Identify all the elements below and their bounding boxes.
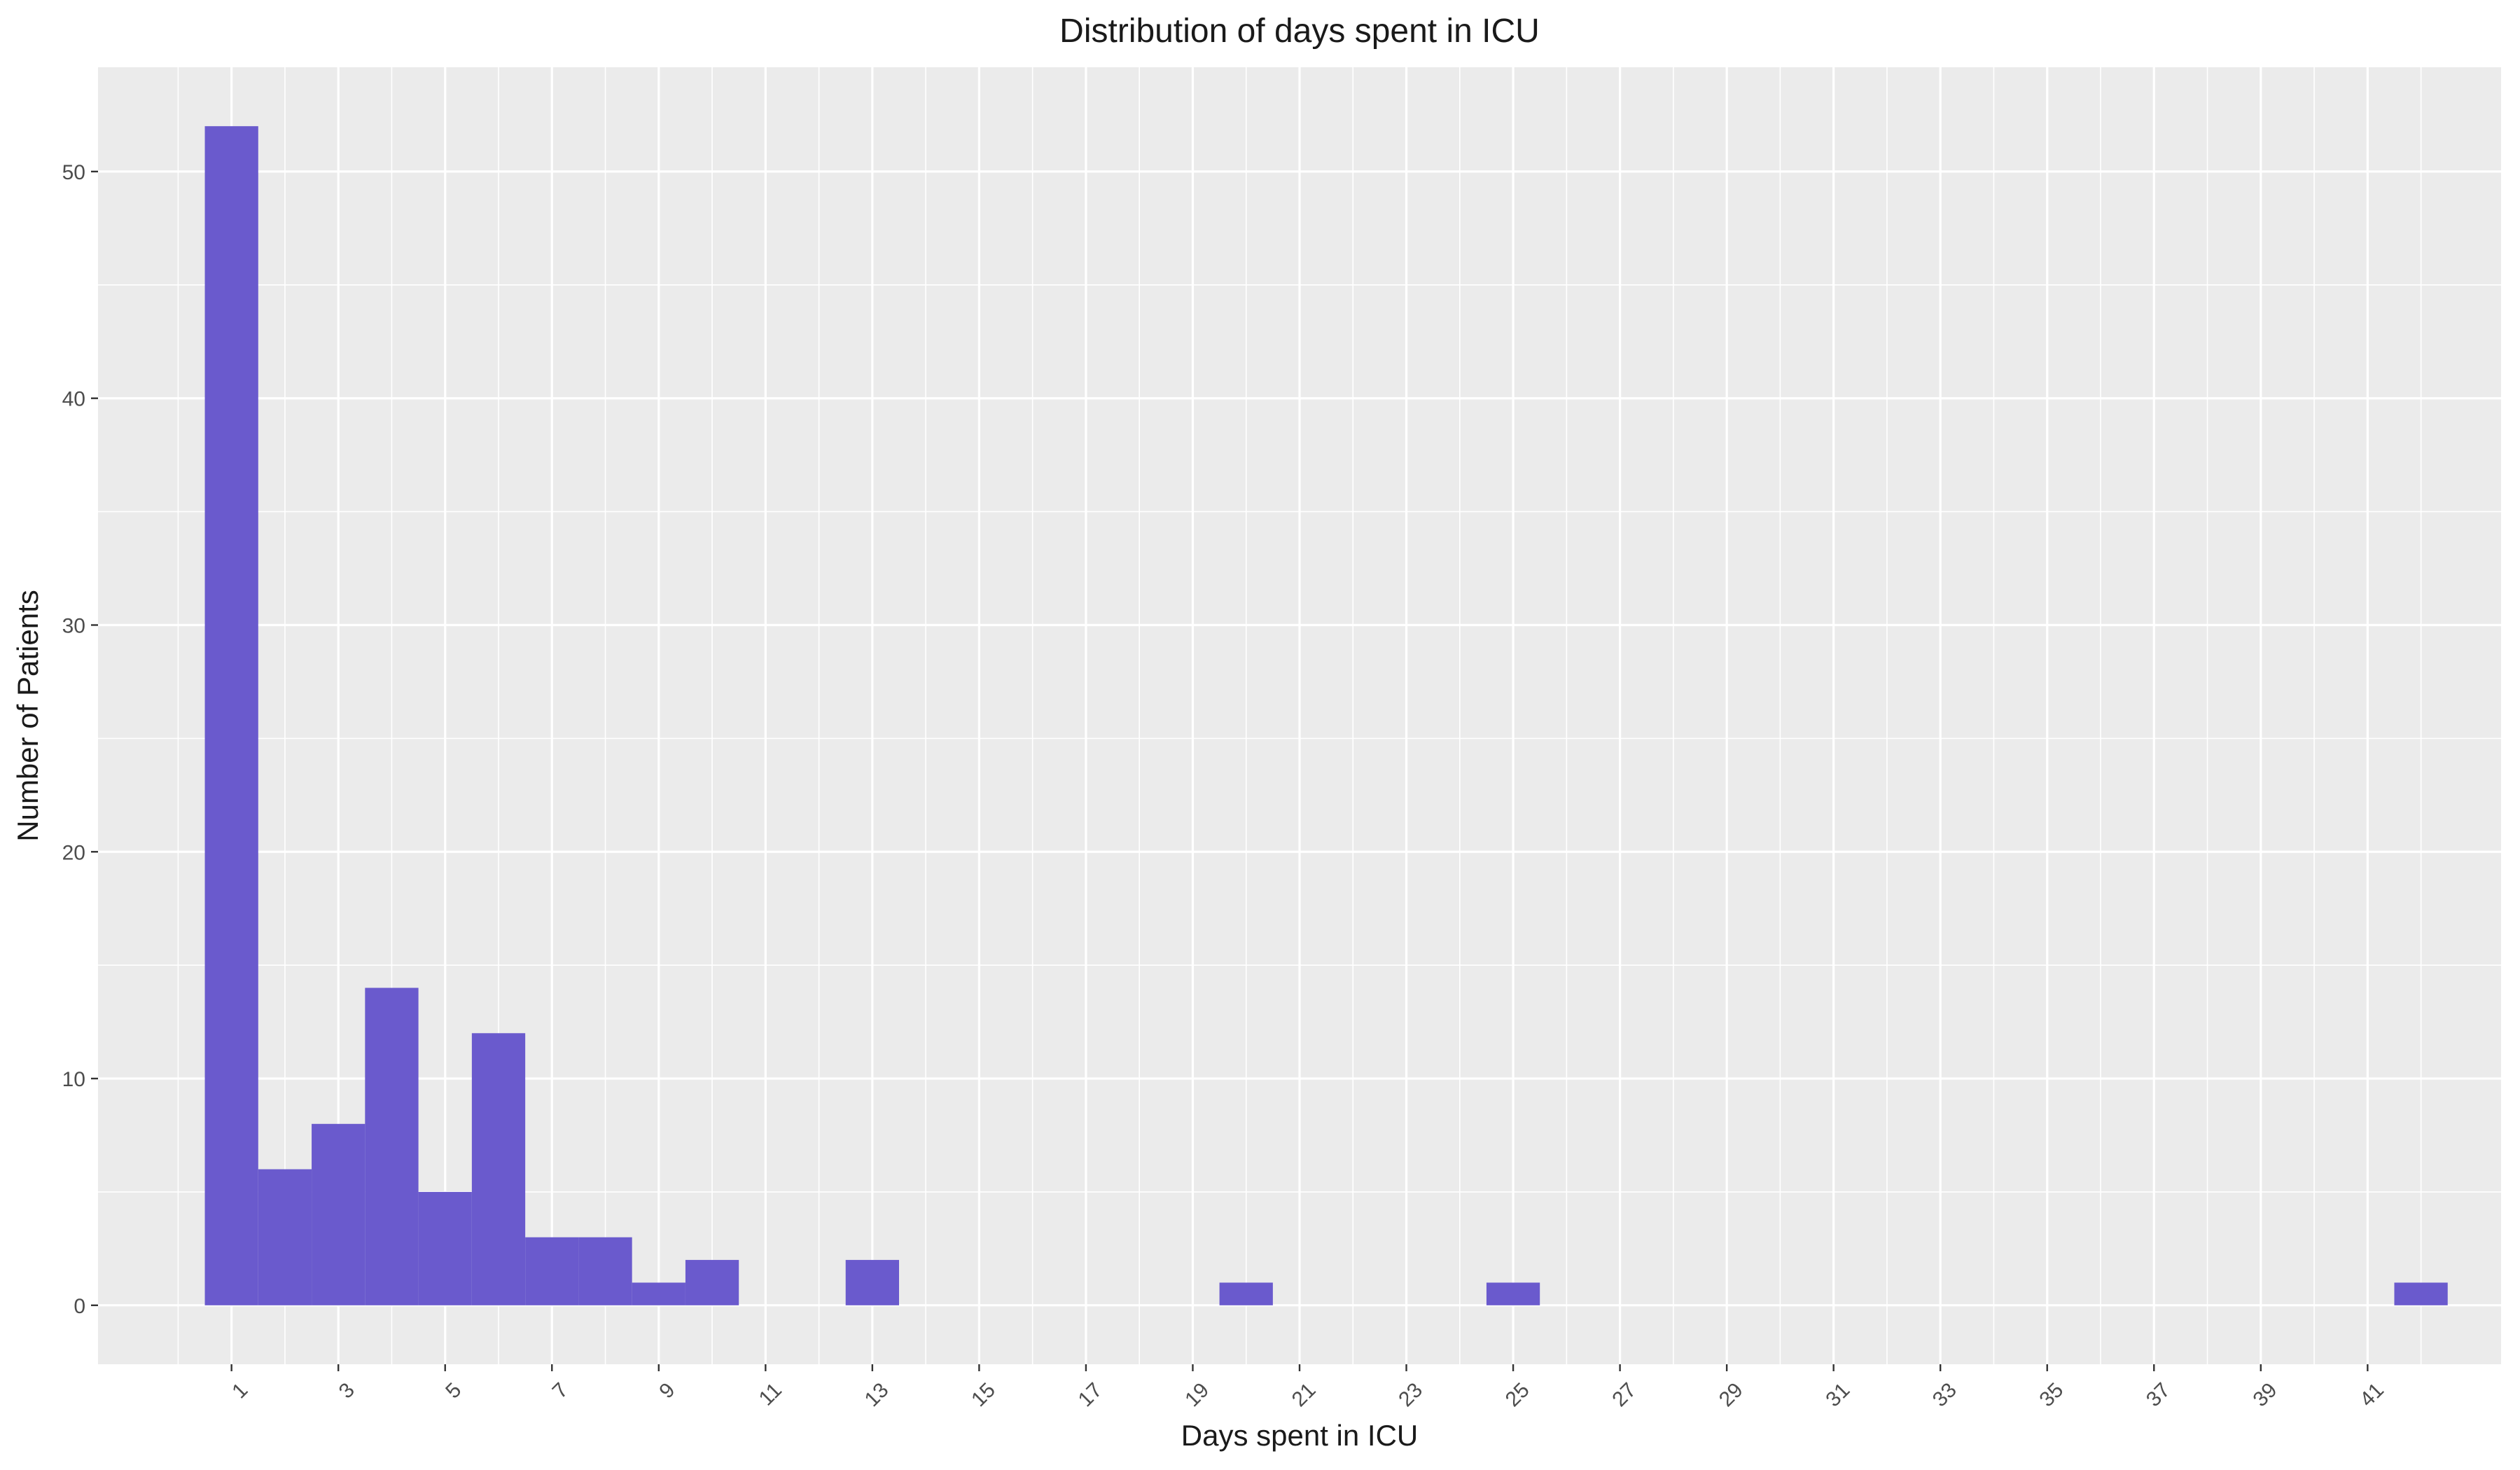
x-tick-label: 25 (1501, 1378, 1534, 1411)
histogram-bar (204, 126, 258, 1305)
x-tick-label: 31 (1821, 1378, 1854, 1411)
x-tick-label: 7 (548, 1378, 573, 1403)
x-tick-label: 13 (861, 1378, 893, 1411)
x-tick-label: 17 (1074, 1378, 1107, 1411)
histogram-bar (845, 1260, 899, 1305)
x-tick-label: 3 (335, 1378, 359, 1403)
histogram-bar (365, 987, 419, 1305)
minor-gridlines (98, 67, 2501, 1364)
histogram-bar (685, 1260, 739, 1305)
y-tick-label: 40 (62, 388, 85, 411)
x-tick-label: 19 (1181, 1378, 1213, 1411)
y-tick-label: 10 (62, 1068, 85, 1091)
x-tick-label: 11 (755, 1378, 786, 1410)
histogram-bar (312, 1123, 366, 1305)
y-tick-label: 20 (62, 841, 85, 864)
x-tick-label: 9 (655, 1378, 679, 1403)
x-tick-label: 39 (2249, 1378, 2282, 1411)
histogram-bar (1486, 1282, 1540, 1305)
y-axis: 0 10 20 30 40 50 (62, 161, 98, 1318)
x-tick-label: 29 (1715, 1378, 1748, 1411)
x-tick-label: 35 (2035, 1378, 2068, 1411)
x-tick-label: 41 (2355, 1378, 2388, 1411)
y-axis-label: Number of Patients (11, 590, 44, 842)
x-tick-label: 33 (1928, 1378, 1961, 1411)
x-tick-label: 23 (1394, 1378, 1427, 1411)
y-tick-label: 0 (74, 1295, 85, 1318)
x-tick-label: 21 (1288, 1378, 1321, 1411)
histogram-bar (418, 1191, 472, 1305)
chart-title: Distribution of days spent in ICU (1059, 13, 1540, 50)
histogram-bar (578, 1237, 632, 1305)
histogram-bar (471, 1033, 526, 1305)
x-tick-label: 27 (1608, 1378, 1641, 1411)
histogram-bar (1219, 1282, 1273, 1305)
x-axis: 1 3 5 7 9 11 13 15 17 19 21 23 25 27 29 31 33 35 37 39 41 (228, 1364, 2388, 1411)
x-tick-label: 37 (2142, 1378, 2175, 1411)
y-tick-label: 50 (62, 161, 85, 184)
histogram-bar (258, 1169, 312, 1305)
y-tick-label: 30 (62, 614, 85, 637)
histogram-bar (2394, 1282, 2448, 1305)
histogram-bar (525, 1237, 579, 1305)
histogram-bar (632, 1282, 685, 1305)
x-axis-label: Days spent in ICU (1181, 1419, 1418, 1452)
x-tick-label: 1 (228, 1378, 252, 1403)
histogram-bars (204, 126, 2448, 1305)
x-tick-label: 5 (441, 1378, 466, 1403)
x-tick-label: 15 (967, 1378, 1000, 1411)
